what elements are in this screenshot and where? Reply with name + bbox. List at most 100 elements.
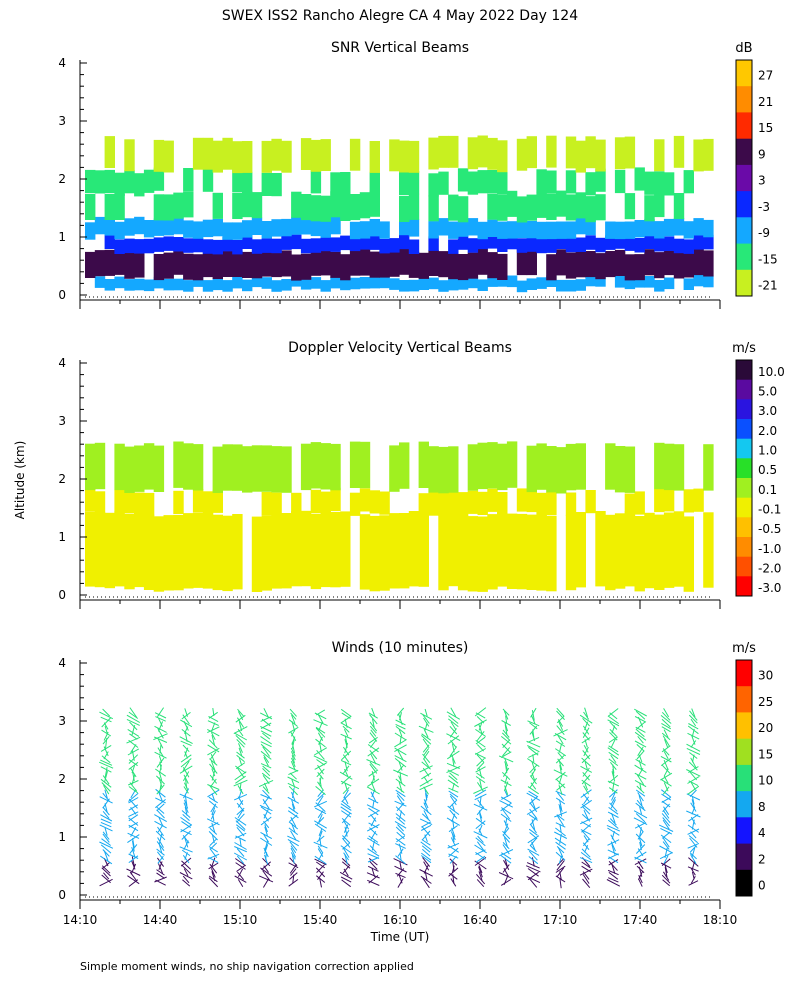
colorbar-label: -3 (758, 200, 770, 214)
wind-barb (260, 837, 273, 846)
heatmap-cell (693, 274, 704, 287)
wind-barb (262, 765, 271, 773)
heatmap-cell (565, 194, 577, 221)
wind-barb (369, 845, 377, 854)
heatmap-cell (291, 234, 302, 250)
wind-barb (101, 838, 111, 846)
wind-barb (421, 821, 432, 828)
heatmap-cell (575, 216, 586, 235)
wind-barb (664, 739, 669, 748)
wind-barb (314, 820, 327, 829)
wind-barb (126, 736, 141, 744)
heatmap-cell (506, 275, 518, 288)
wind-barb (554, 831, 568, 839)
wind-barb (580, 765, 593, 773)
wind-barb (395, 789, 406, 798)
heatmap-cell (663, 218, 675, 237)
heatmap-cell (526, 514, 537, 590)
wind-barb (102, 831, 110, 840)
wind-barb (448, 867, 459, 877)
wind-barb (340, 845, 352, 854)
wind-barb (527, 786, 539, 795)
heatmap-cell (183, 253, 194, 280)
heatmap-cell (408, 511, 420, 587)
wind-barb (423, 865, 429, 874)
heatmap-cell (281, 235, 292, 250)
wind-barb (372, 718, 375, 728)
wind-barb (608, 708, 619, 717)
wind-barb (531, 857, 535, 867)
heatmap-cell (173, 441, 184, 488)
heatmap-cell (369, 490, 380, 514)
wind-barb (102, 792, 110, 802)
wind-barb (658, 824, 674, 832)
heatmap-cell (438, 135, 449, 168)
wind-barb (341, 792, 351, 803)
wind-barb (208, 862, 219, 870)
x-tick-label: 14:40 (143, 913, 178, 927)
wind-barb (127, 748, 140, 756)
heatmap-cell (143, 220, 155, 238)
colorbar-label: -1.0 (758, 542, 781, 556)
heatmap-cell (654, 442, 665, 490)
wind-barb (369, 763, 378, 774)
wind-barb (181, 820, 191, 829)
wind-barb (99, 824, 113, 832)
heatmap-cell (232, 276, 243, 289)
wind-barb (447, 779, 459, 788)
wind-barb (287, 782, 300, 790)
wind-barb (155, 830, 166, 841)
wind-barb (182, 855, 190, 864)
wind-barb (690, 802, 697, 812)
wind-barb (557, 734, 564, 745)
x-axis-label: Time (UT) (370, 930, 430, 944)
wind-barb (420, 805, 432, 816)
heatmap-cell (143, 514, 155, 590)
wind-barb (636, 750, 645, 760)
heatmap-cell (232, 444, 243, 491)
wind-barb (691, 735, 696, 745)
heatmap-cell (575, 512, 586, 588)
wind-barb (505, 818, 508, 826)
heatmap-cell (418, 511, 429, 587)
wind-barb (608, 736, 618, 743)
wind-barb (395, 806, 406, 816)
heatmap-cell (565, 492, 577, 516)
heatmap-cell (222, 222, 233, 240)
wind-barb (555, 822, 566, 828)
wind-barb (394, 732, 407, 741)
wind-barb (609, 802, 618, 812)
wind-barb (288, 726, 299, 734)
heatmap-cell (614, 221, 626, 240)
heatmap-cell (134, 251, 145, 278)
wind-barb (580, 789, 592, 798)
heatmap-cell (202, 280, 214, 292)
wind-barb (341, 858, 351, 867)
heatmap-cell (546, 446, 557, 493)
wind-barb (260, 722, 272, 730)
wind-barb (291, 757, 296, 768)
wind-barb (689, 852, 697, 860)
wind-barb (423, 810, 429, 820)
heatmap-cell (153, 445, 165, 492)
heatmap-cell (585, 136, 596, 169)
wind-barb (449, 746, 458, 757)
wind-barb (367, 744, 379, 753)
wind-barb (688, 723, 699, 730)
heatmap-cell (300, 443, 312, 491)
wind-barb (183, 786, 189, 794)
heatmap-cell (467, 252, 479, 279)
wind-barb (397, 848, 404, 857)
wind-barb (686, 810, 701, 818)
wind-barb (182, 814, 190, 821)
heatmap-cell (349, 441, 361, 488)
heatmap-cell (605, 251, 616, 278)
y-tick-label: 2 (58, 172, 66, 186)
heatmap-cell (330, 216, 341, 235)
wind-barb (366, 786, 380, 795)
wind-barb (368, 822, 379, 829)
wind-barb (289, 841, 298, 851)
wind-barb (582, 717, 590, 727)
wind-barb (662, 786, 670, 795)
heatmap-cell (85, 487, 96, 511)
